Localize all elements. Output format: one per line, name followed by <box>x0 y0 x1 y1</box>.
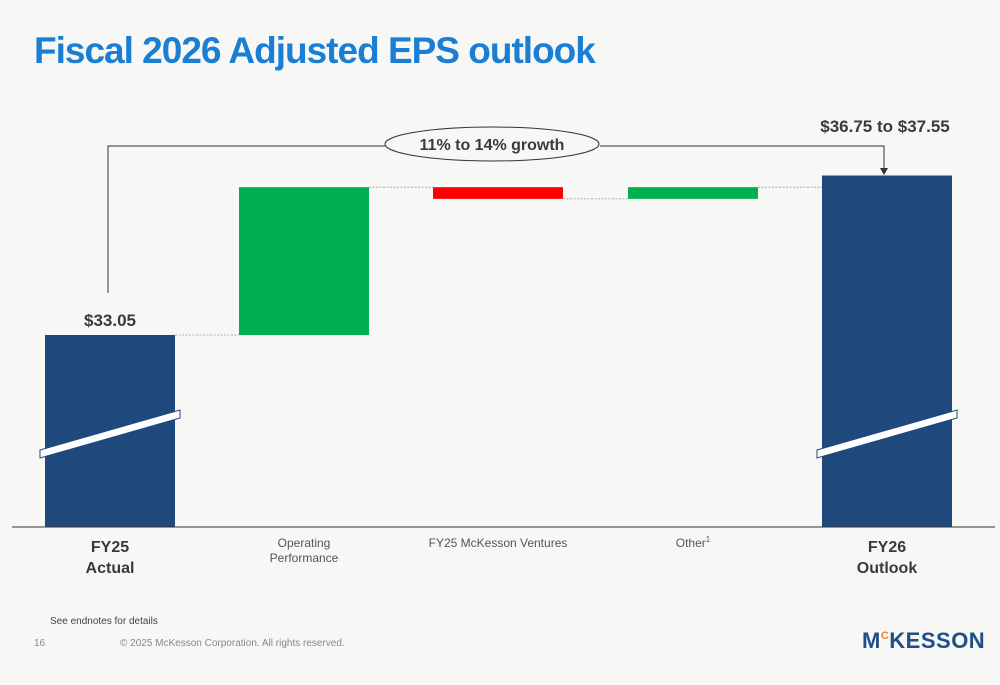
value-label-fy25: $33.05 <box>84 311 136 330</box>
bar-1 <box>239 187 369 335</box>
category-label-0-line2: Actual <box>86 560 135 577</box>
bar-3 <box>628 187 758 199</box>
waterfall-chart: $33.05 $36.75 to $37.55 11% to 14% growth F… <box>12 117 995 577</box>
bar-4 <box>822 175 952 527</box>
growth-ellipse <box>384 126 600 162</box>
mckesson-logo: MCKESSON <box>862 628 986 653</box>
page-title: Fiscal 2026 Adjusted EPS outlook <box>34 30 596 71</box>
category-label-1: Operating <box>278 536 331 550</box>
category-label-4: FY26 <box>868 539 906 556</box>
growth-annotation: 11% to 14% growth <box>420 137 565 154</box>
category-label-1-line2: Performance <box>270 551 339 565</box>
axis-break-mark <box>39 409 181 459</box>
category-label-0: FY25 <box>91 539 129 556</box>
growth-bracket-left <box>107 145 385 293</box>
growth-bracket-right <box>600 145 885 168</box>
page-number: 16 <box>34 638 46 649</box>
copyright-text: © 2025 McKesson Corporation. All rights … <box>120 638 345 649</box>
category-label-3: Other1 <box>676 535 711 550</box>
category-label-4-line2: Outlook <box>857 560 918 577</box>
value-label-fy26: $36.75 to $37.55 <box>820 117 949 136</box>
endnotes-note: See endnotes for details <box>50 616 158 627</box>
category-label-2: FY25 McKesson Ventures <box>429 536 568 550</box>
bar-2 <box>433 187 563 199</box>
growth-arrow-head <box>880 168 888 175</box>
axis-break-mark <box>816 409 958 459</box>
